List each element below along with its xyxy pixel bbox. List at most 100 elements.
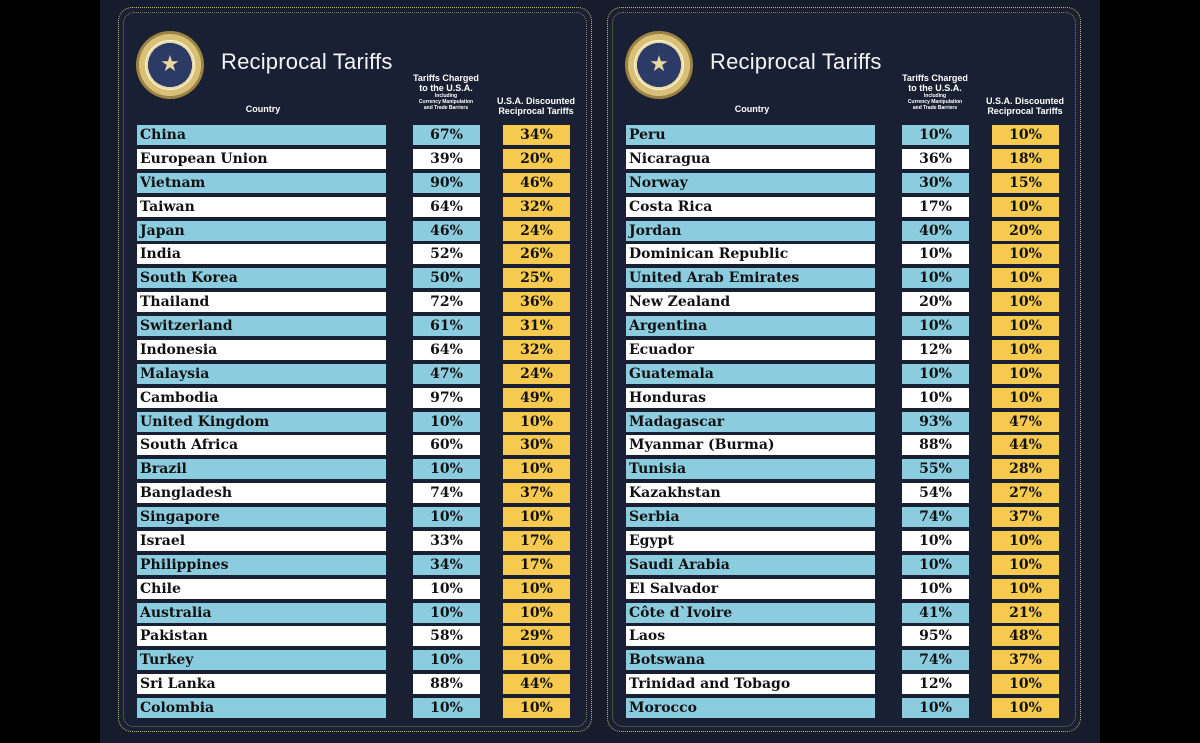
country-cell: Chile xyxy=(137,578,386,599)
table-row: Madagascar 93% 47% xyxy=(608,411,1080,436)
country-cell: Kazakhstan xyxy=(626,483,875,504)
table-row: Guatemala 10% 10% xyxy=(608,363,1080,388)
discounted-tariff-cell: 20% xyxy=(992,220,1059,241)
charged-tariff-cell: 72% xyxy=(413,292,480,313)
discounted-tariff-cell: 49% xyxy=(503,387,570,408)
charged-tariff-cell: 54% xyxy=(902,483,969,504)
country-cell: South Africa xyxy=(137,435,386,456)
charged-tariff-cell: 10% xyxy=(413,507,480,527)
country-cell: Guatemala xyxy=(626,363,875,384)
discounted-tariff-cell: 10% xyxy=(503,459,570,480)
right-tariff-table: Peru 10% 10% Nicaragua 36% 18% Norway 30% 15% Cos… xyxy=(608,125,1080,722)
discounted-tariff-cell: 10% xyxy=(503,411,570,432)
charged-tariff-cell: 52% xyxy=(413,244,480,265)
discounted-tariff-cell: 29% xyxy=(503,626,570,647)
charged-header-line: Tariffs Charged xyxy=(902,73,968,83)
table-row: Malaysia 47% 24% xyxy=(119,363,591,388)
discounted-tariff-cell: 10% xyxy=(992,268,1059,289)
table-row: Norway 30% 15% xyxy=(608,172,1080,197)
country-cell: South Korea xyxy=(137,268,386,289)
charged-tariff-cell: 10% xyxy=(413,411,480,432)
table-row: Côte d`Ivoire 41% 21% xyxy=(608,602,1080,627)
table-row: Israel 33% 17% xyxy=(119,530,591,555)
country-cell: Sri Lanka xyxy=(137,674,386,695)
discounted-tariff-cell: 31% xyxy=(503,316,570,336)
country-cell: Botswana xyxy=(626,650,875,671)
page-title: Reciprocal Tariffs xyxy=(710,49,882,74)
country-cell: New Zealand xyxy=(626,292,875,313)
country-cell: Laos xyxy=(626,626,875,647)
table-row: Botswana 74% 37% xyxy=(608,650,1080,674)
table-row: South Korea 50% 25% xyxy=(119,268,591,292)
discounted-tariff-cell: 48% xyxy=(992,626,1059,647)
charged-tariff-cell: 55% xyxy=(902,459,969,480)
country-cell: Australia xyxy=(137,602,386,623)
discounted-tariff-cell: 10% xyxy=(992,554,1059,575)
country-cell: Switzerland xyxy=(137,316,386,336)
country-cell: India xyxy=(137,244,386,265)
country-cell: Jordan xyxy=(626,220,875,241)
table-row: Ecuador 12% 10% xyxy=(608,339,1080,364)
country-cell: Pakistan xyxy=(137,626,386,647)
table-row: Tunisia 55% 28% xyxy=(608,459,1080,483)
table-row: Brazil 10% 10% xyxy=(119,459,591,483)
eagle-icon: ★ xyxy=(649,52,669,77)
discounted-tariff-cell: 10% xyxy=(503,650,570,671)
country-cell: Brazil xyxy=(137,459,386,480)
discounted-tariff-cell: 10% xyxy=(503,507,570,527)
country-cell: Nicaragua xyxy=(626,148,875,169)
table-row: Australia 10% 10% xyxy=(119,602,591,627)
charged-tariff-cell: 41% xyxy=(902,602,969,623)
charged-tariff-cell: 40% xyxy=(902,220,969,241)
charged-tariff-cell: 64% xyxy=(413,196,480,217)
discounted-tariff-cell: 36% xyxy=(503,292,570,313)
country-cell: Dominican Republic xyxy=(626,244,875,265)
table-row: Philippines 34% 17% xyxy=(119,554,591,579)
country-cell: China xyxy=(137,125,386,145)
country-cell: United Arab Emirates xyxy=(626,268,875,289)
discounted-tariff-cell: 10% xyxy=(992,196,1059,217)
table-row: United Kingdom 10% 10% xyxy=(119,411,591,436)
table-row: Dominican Republic 10% 10% xyxy=(608,244,1080,268)
discounted-tariff-cell: 10% xyxy=(503,698,570,718)
charged-header-subline: Including xyxy=(434,93,458,99)
discounted-tariff-cell: 44% xyxy=(503,674,570,695)
charged-tariff-cell: 10% xyxy=(413,650,480,671)
country-cell: Turkey xyxy=(137,650,386,671)
charged-tariff-cell: 93% xyxy=(902,411,969,432)
left-tariff-table: China 67% 34% European Union 39% 20% Vietnam 90… xyxy=(119,125,591,722)
country-cell: Tunisia xyxy=(626,459,875,480)
charged-tariff-cell: 12% xyxy=(902,674,969,695)
discounted-tariff-cell: 10% xyxy=(992,698,1059,718)
table-row: India 52% 26% xyxy=(119,244,591,268)
country-cell: Indonesia xyxy=(137,339,386,360)
table-row: Kazakhstan 54% 27% xyxy=(608,483,1080,507)
charged-header-line: Tariffs Charged xyxy=(413,73,479,83)
table-row: Vietnam 90% 46% xyxy=(119,172,591,197)
table-row: Indonesia 64% 32% xyxy=(119,339,591,364)
charged-tariff-cell: 88% xyxy=(413,674,480,695)
discounted-tariff-cell: 47% xyxy=(992,411,1059,432)
table-row: Cambodia 97% 49% xyxy=(119,387,591,412)
discounted-tariff-cell: 10% xyxy=(992,125,1059,145)
charged-tariff-cell: 10% xyxy=(902,554,969,575)
country-column-header: Country xyxy=(245,104,281,114)
charged-header-subline: and Trade Barriers xyxy=(423,105,469,111)
table-row: Serbia 74% 37% xyxy=(608,507,1080,531)
country-cell: Taiwan xyxy=(137,196,386,217)
table-row: South Africa 60% 30% xyxy=(119,435,591,459)
country-cell: Peru xyxy=(626,125,875,145)
discounted-tariff-cell: 24% xyxy=(503,220,570,241)
country-cell: Cambodia xyxy=(137,387,386,408)
country-cell: Saudi Arabia xyxy=(626,554,875,575)
country-cell: El Salvador xyxy=(626,578,875,599)
table-row: Turkey 10% 10% xyxy=(119,650,591,674)
discounted-tariff-cell: 46% xyxy=(503,172,570,193)
table-row: Singapore 10% 10% xyxy=(119,507,591,531)
presidential-seal-icon: ★ xyxy=(625,31,693,99)
discounted-header-line: U.S.A. Discounted xyxy=(985,96,1064,106)
charged-tariff-cell: 10% xyxy=(902,578,969,599)
country-cell: Madagascar xyxy=(626,411,875,432)
country-cell: Egypt xyxy=(626,530,875,551)
discounted-tariff-cell: 20% xyxy=(503,148,570,169)
